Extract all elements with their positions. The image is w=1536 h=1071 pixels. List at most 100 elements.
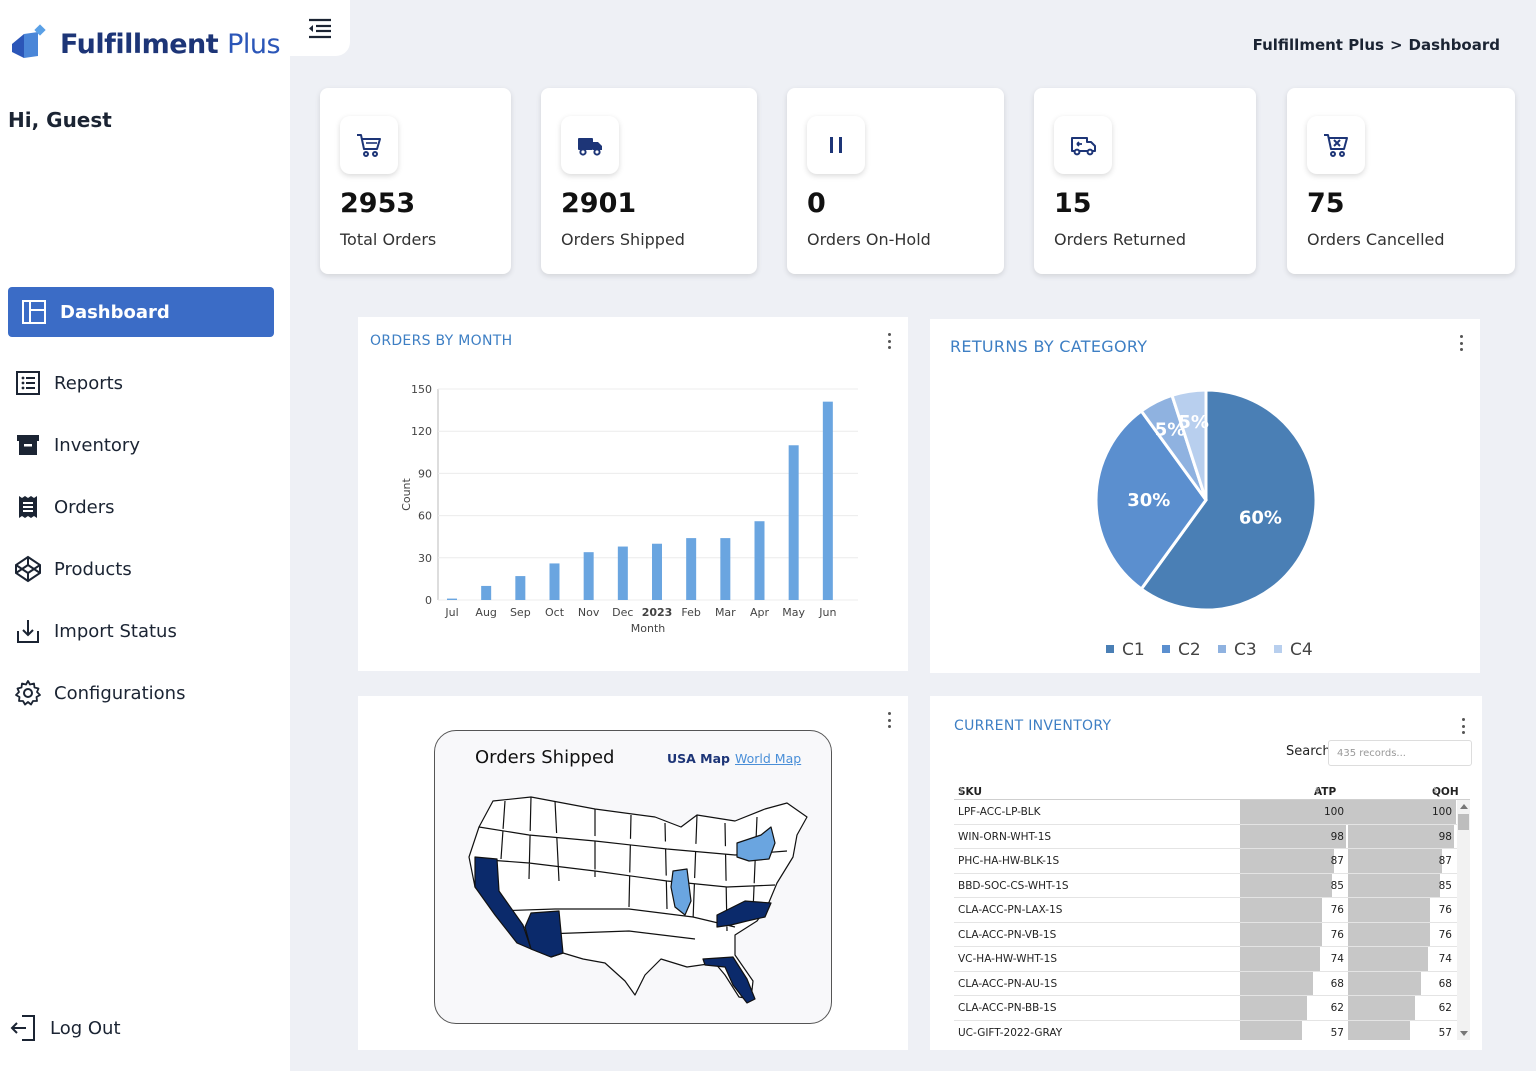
atp-bar xyxy=(1240,873,1332,897)
legend-label[interactable]: C4 xyxy=(1290,640,1313,660)
bar-mar[interactable] xyxy=(720,538,731,600)
table-row[interactable]: CLA-ACC-PN-BB-1S 62 62 xyxy=(954,996,1470,1021)
sidebar-item-products[interactable]: Products xyxy=(8,544,274,594)
logout-label: Log Out xyxy=(50,1017,121,1039)
table-row[interactable]: CLA-ACC-PN-VB-1S 76 76 xyxy=(954,922,1470,947)
bar-sep[interactable] xyxy=(515,576,526,600)
world-map-link[interactable]: World Map xyxy=(735,751,802,766)
atp-bar xyxy=(1240,800,1348,824)
search-input[interactable] xyxy=(1328,740,1472,766)
stat-card-total-orders[interactable]: 2953 Total Orders xyxy=(320,88,511,274)
bar-jun[interactable] xyxy=(822,401,833,600)
legend-label[interactable]: C1 xyxy=(1122,640,1145,660)
sidebar-item-reports[interactable]: Reports xyxy=(8,358,274,408)
qoh-bar xyxy=(1348,849,1442,873)
table-header: SKU ⇕ ATP ⇕ QOH ⇕ xyxy=(954,778,1470,800)
kebab-menu-button[interactable] xyxy=(1456,333,1466,353)
sidebar-item-import-status[interactable]: Import Status xyxy=(8,606,274,656)
sidebar-item-label: Products xyxy=(54,558,132,580)
qoh-value: 76 xyxy=(1438,904,1452,916)
legend-label[interactable]: C2 xyxy=(1178,640,1201,660)
stat-card-orders-on-hold[interactable]: 0 Orders On-Hold xyxy=(787,88,1004,274)
sidebar-item-orders[interactable]: Orders xyxy=(8,482,274,532)
bar-aug[interactable] xyxy=(481,585,492,600)
stat-value: 75 xyxy=(1307,188,1345,219)
table-row[interactable]: CLA-ACC-PN-AU-1S 68 68 xyxy=(954,971,1470,996)
bar-nov[interactable] xyxy=(583,552,594,600)
qoh-bar xyxy=(1348,1020,1410,1040)
legend-label[interactable]: C3 xyxy=(1234,640,1257,660)
kebab-menu-button[interactable] xyxy=(884,710,894,730)
stat-label: Orders Shipped xyxy=(561,230,685,249)
scrollbar-thumb[interactable] xyxy=(1458,814,1469,830)
app-logo[interactable]: Fulfillment Plus xyxy=(6,20,286,68)
map-title: Orders Shipped xyxy=(475,747,615,768)
usa-map-tab[interactable]: USA Map xyxy=(667,751,731,766)
sidebar-item-configurations[interactable]: Configurations xyxy=(8,668,274,718)
atp-cell: 76 xyxy=(1240,898,1348,922)
pie-slice-c1[interactable] xyxy=(1139,388,1318,612)
menu-toggle-button[interactable] xyxy=(290,0,350,56)
atp-value: 76 xyxy=(1330,904,1344,916)
kebab-menu-button[interactable] xyxy=(884,331,894,351)
bar-jul[interactable] xyxy=(447,598,457,600)
bar-oct[interactable] xyxy=(549,563,560,600)
bar-feb[interactable] xyxy=(686,538,697,600)
usa-map[interactable] xyxy=(435,731,833,1025)
scroll-up-icon[interactable] xyxy=(1460,804,1468,809)
pie-label: 30% xyxy=(1127,490,1170,511)
qoh-value: 85 xyxy=(1438,879,1452,892)
bar-dec[interactable] xyxy=(617,546,628,600)
pie-slice-c4[interactable] xyxy=(1170,388,1208,501)
table-row[interactable]: CLA-ACC-PN-LAX-1S 76 76 xyxy=(954,898,1470,923)
qoh-bar xyxy=(1348,898,1431,922)
qoh-cell: 76 xyxy=(1348,898,1456,922)
table-scrollbar[interactable] xyxy=(1457,800,1470,1040)
x-tick-label: Apr xyxy=(750,606,770,619)
kebab-menu-button[interactable] xyxy=(1458,716,1468,736)
logout-button[interactable]: Log Out xyxy=(8,1008,121,1048)
orders-shipped-map-panel: Orders Shipped USA Map World Map xyxy=(358,696,908,1050)
atp-value: 57 xyxy=(1330,1026,1344,1039)
stat-icon-box xyxy=(340,116,398,174)
bar-may[interactable] xyxy=(788,445,799,600)
pie-label: 5% xyxy=(1178,412,1209,433)
sku-cell: WIN-ORN-WHT-1S xyxy=(958,830,1052,843)
x-axis-label: Month xyxy=(631,622,666,635)
breadcrumb-root[interactable]: Fulfillment Plus xyxy=(1252,36,1384,54)
x-tick-label: Aug xyxy=(475,606,496,619)
qoh-cell: 85 xyxy=(1348,873,1456,897)
x-tick-label: Oct xyxy=(545,606,565,619)
qoh-bar xyxy=(1348,922,1431,946)
stat-icon-box xyxy=(1054,116,1112,174)
stat-card-orders-returned[interactable]: 15 Orders Returned xyxy=(1034,88,1256,274)
stat-card-orders-shipped[interactable]: 2901 Orders Shipped xyxy=(541,88,757,274)
table-row[interactable]: LPF-ACC-LP-BLK 100 100 xyxy=(954,800,1470,825)
pause-icon xyxy=(830,137,842,153)
sidebar-item-inventory[interactable]: Inventory xyxy=(8,420,274,470)
bar-apr[interactable] xyxy=(754,521,765,600)
table-row[interactable]: VC-HA-HW-WHT-1S 74 74 xyxy=(954,947,1470,972)
table-row[interactable]: WIN-ORN-WHT-1S 98 98 xyxy=(954,824,1470,849)
sidebar-item-label: Configurations xyxy=(54,682,186,704)
state-illinois xyxy=(670,868,692,916)
logout-icon xyxy=(10,1015,35,1041)
qoh-cell: 74 xyxy=(1348,947,1456,971)
table-row[interactable]: BBD-SOC-CS-WHT-1S 85 85 xyxy=(954,873,1470,898)
table-row[interactable]: UC-GIFT-2022-GRAY 57 57 xyxy=(954,1020,1470,1040)
legend-swatch xyxy=(1274,645,1282,653)
stat-card-orders-cancelled[interactable]: 75 Orders Cancelled xyxy=(1287,88,1515,274)
stat-value: 2953 xyxy=(340,188,416,219)
state-north-carolina xyxy=(716,900,772,928)
codepen-icon xyxy=(15,555,41,583)
sku-cell: CLA-ACC-PN-BB-1S xyxy=(958,1002,1057,1014)
atp-cell: 74 xyxy=(1240,947,1348,971)
sidebar-item-dashboard[interactable]: Dashboard xyxy=(8,287,274,337)
bar-2023[interactable] xyxy=(652,543,662,600)
pie-slice-c2[interactable] xyxy=(1094,408,1208,592)
import-icon xyxy=(17,620,39,643)
return-truck-icon xyxy=(1071,137,1096,156)
table-row[interactable]: PHC-HA-HW-BLK-1S 87 87 xyxy=(954,849,1470,874)
atp-bar xyxy=(1240,996,1307,1020)
scroll-down-icon[interactable] xyxy=(1460,1031,1468,1036)
